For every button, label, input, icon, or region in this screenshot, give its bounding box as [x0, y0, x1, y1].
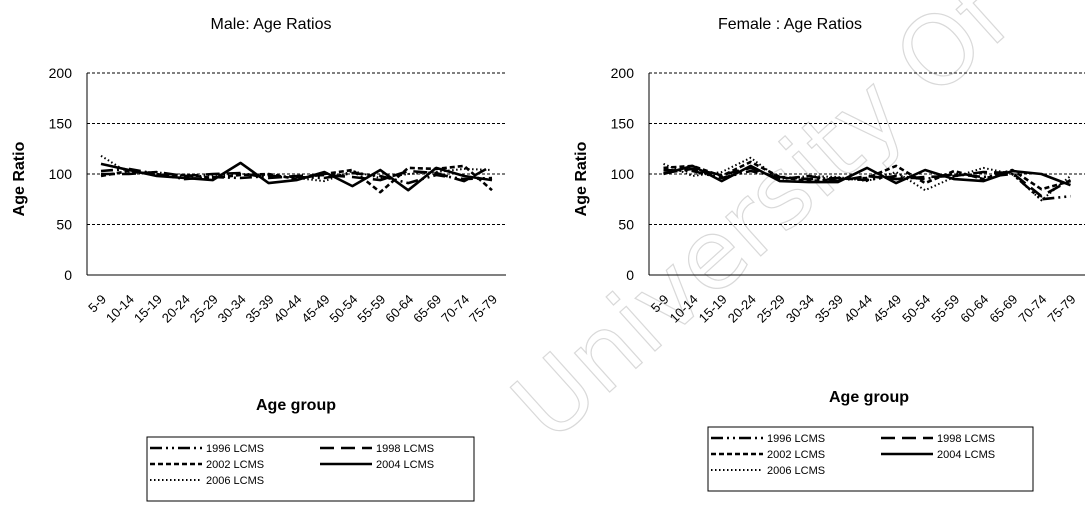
legend: 1996 LCMS 1998 LCMS 2002 LCMS 2004 LCMS 2006… [146, 436, 475, 502]
series-line [100, 164, 493, 194]
x-tick-label: 65-69 [986, 292, 1020, 326]
legend-label: 2002 LCMS [206, 459, 264, 471]
y-axis-label: Age Ratio [573, 141, 590, 216]
x-tick-label: 50-54 [899, 292, 933, 326]
y-tick-labels: 0 50 100 150 200 [611, 65, 635, 283]
x-tick-label: 60-64 [382, 292, 416, 326]
x-tick-label: 30-34 [783, 292, 817, 326]
legend-label: 1998 LCMS [937, 433, 995, 445]
x-tick-label: 10-14 [103, 292, 137, 326]
chart-title: Female : Age Ratios [718, 16, 862, 33]
series-line [101, 164, 493, 183]
x-axis-label: Age group [829, 389, 909, 406]
legend-label: 2002 LCMS [767, 449, 825, 461]
legend: 1996 LCMS 1998 LCMS 2002 LCMS 2004 LCMS 2006… [707, 426, 1034, 492]
x-tick-label: 75-79 [466, 292, 500, 326]
y-tick-label: 200 [611, 65, 635, 81]
series-line [663, 160, 1071, 191]
x-tick-label: 65-69 [410, 292, 444, 326]
x-tick-label: 45-49 [298, 292, 332, 326]
x-tick-label: 15-19 [131, 292, 165, 326]
y-tick-label: 0 [64, 267, 72, 283]
y-tick-label: 50 [56, 217, 72, 233]
legend-label: 1996 LCMS [767, 433, 825, 445]
gridlines [86, 72, 506, 276]
legend-label: 2004 LCMS [376, 459, 434, 471]
x-axis-label: Age group [256, 397, 336, 414]
legend-label: 2006 LCMS [206, 475, 264, 487]
gridlines [648, 72, 1085, 276]
x-tick-label: 45-49 [870, 292, 904, 326]
y-tick-label: 0 [626, 267, 634, 283]
x-tick-label: 55-59 [928, 292, 962, 326]
series-line [663, 164, 1071, 187]
chart-title: Male: Age Ratios [211, 16, 332, 33]
series-line [663, 166, 1072, 198]
x-tick-label: 50-54 [326, 292, 360, 326]
y-tick-label: 200 [49, 65, 73, 81]
y-axis-label: Age Ratio [11, 141, 28, 216]
legend-label: 1996 LCMS [206, 443, 264, 455]
x-tick-label: 40-44 [271, 292, 305, 326]
x-tick-label: 25-29 [187, 292, 221, 326]
x-tick-label: 70-74 [438, 292, 472, 326]
series-lines [100, 154, 493, 194]
legend-label: 2004 LCMS [937, 449, 995, 461]
y-tick-label: 100 [49, 166, 73, 182]
x-tick-label: 60-64 [957, 292, 991, 326]
legend-label: 2006 LCMS [767, 465, 825, 477]
y-tick-label: 50 [618, 217, 634, 233]
x-tick-label: 75-79 [1044, 292, 1078, 326]
series-line [663, 156, 1072, 202]
male-age-ratio-chart: Male: Age Ratios Age Ratio Age group 0 50… [11, 16, 506, 502]
y-tick-label: 100 [611, 166, 635, 182]
y-tick-label: 150 [611, 116, 635, 132]
x-tick-label: 40-44 [841, 292, 875, 326]
y-tick-label: 150 [49, 116, 73, 132]
series-lines [663, 156, 1072, 202]
y-tick-labels: 0 50 100 150 200 [49, 65, 73, 283]
x-tick-label: 35-39 [812, 292, 846, 326]
series-line [100, 161, 493, 192]
x-tick-label: 70-74 [1015, 292, 1049, 326]
watermark-text: University Of Cape Town [491, 0, 1085, 462]
x-tick-labels: 5-910-1415-1920-2425-2930-3435-3940-4445… [85, 292, 500, 326]
x-tick-label: 30-34 [215, 292, 249, 326]
x-tick-label: 25-29 [754, 292, 788, 326]
series-line [100, 154, 493, 183]
legend-label: 1998 LCMS [376, 443, 434, 455]
legend-box [146, 436, 475, 502]
x-tick-label: 35-39 [243, 292, 277, 326]
x-tick-label: 20-24 [159, 292, 193, 326]
x-tick-label: 55-59 [354, 292, 388, 326]
